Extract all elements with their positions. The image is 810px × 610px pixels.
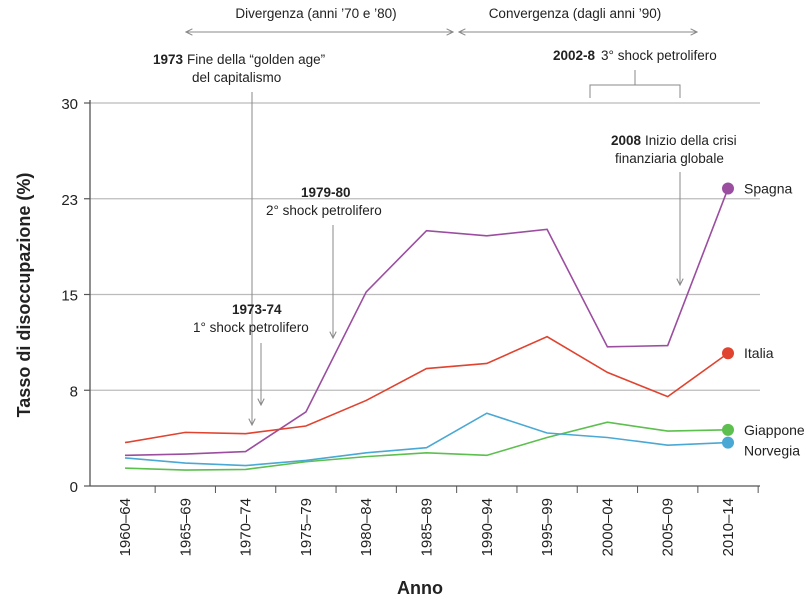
annotation-1973-74-text: 1° shock petrolifero: [193, 320, 309, 335]
annotation-1973-74-year: 1973-74: [232, 302, 282, 317]
series-label: Italia: [744, 345, 774, 361]
x-tick-label: 1960–64: [117, 498, 134, 556]
series-giappone: Giappone: [125, 422, 805, 470]
x-tick-label: 2000–04: [599, 498, 616, 556]
x-axis-title: Anno: [397, 578, 443, 598]
x-tick-label: 1975–79: [298, 498, 315, 556]
x-tick-label: 1985–89: [419, 498, 436, 556]
y-tick-label: 23: [61, 192, 78, 209]
series-label: Norvegia: [744, 443, 800, 459]
series-label: Giappone: [744, 422, 805, 438]
series-italia: Italia: [125, 337, 774, 443]
series-end-marker: [722, 424, 734, 436]
divergence-label: Divergenza (anni ’70 e ’80): [235, 6, 396, 21]
series-line: [125, 413, 728, 465]
x-tick-label: 1970–74: [238, 498, 255, 556]
series-norvegia: Norvegia: [125, 413, 800, 466]
annotations: Divergenza (anni ’70 e ’80) Convergenza …: [153, 6, 737, 425]
annotation-2002-8-text: 3° shock petrolifero: [601, 48, 717, 63]
series-spagna: Spagna: [125, 181, 793, 456]
annotation-1979-80-text: 2° shock petrolifero: [266, 203, 382, 218]
annotation-2008-year: 2008: [611, 133, 642, 148]
series-line: [125, 422, 728, 470]
x-tick-label: 2005–09: [660, 498, 677, 556]
annotation-1973-text: Fine della “golden age”: [187, 52, 325, 67]
y-tick-label: 15: [61, 288, 78, 305]
series-end-marker: [722, 183, 734, 195]
annotation-1973-text2: del capitalismo: [192, 70, 281, 85]
x-tick-label: 1995–99: [539, 498, 556, 556]
annotation-2008-text2: finanziaria globale: [615, 151, 724, 166]
annotation-2008-text: Inizio della crisi: [645, 133, 737, 148]
y-tick-label: 0: [70, 479, 78, 496]
svg-text:2002-83° shock petrolifero: 2002-8 3° shock petrolifero: [553, 48, 717, 63]
annotation-1973-year: 1973: [153, 52, 184, 67]
y-tick-label: 30: [61, 96, 78, 113]
x-tick-label: 1965–69: [177, 498, 194, 556]
y-tick-label: 8: [70, 383, 78, 400]
series-end-marker: [722, 437, 734, 449]
y-axis-title: Tasso di disoccupazione (%): [14, 173, 34, 418]
x-tick-label: 2010–14: [720, 498, 737, 556]
bracket-2002-8: [590, 70, 680, 98]
x-tick-label: 1990–94: [479, 498, 496, 556]
annotation-1979-80-year: 1979-80: [301, 185, 351, 200]
convergence-label: Convergenza (dagli anni ’90): [489, 6, 662, 21]
series-label: Spagna: [744, 181, 792, 197]
x-tick-label: 1980–84: [358, 498, 375, 556]
annotation-2002-8-year: 2002-8: [553, 48, 596, 63]
series-end-marker: [722, 347, 734, 359]
